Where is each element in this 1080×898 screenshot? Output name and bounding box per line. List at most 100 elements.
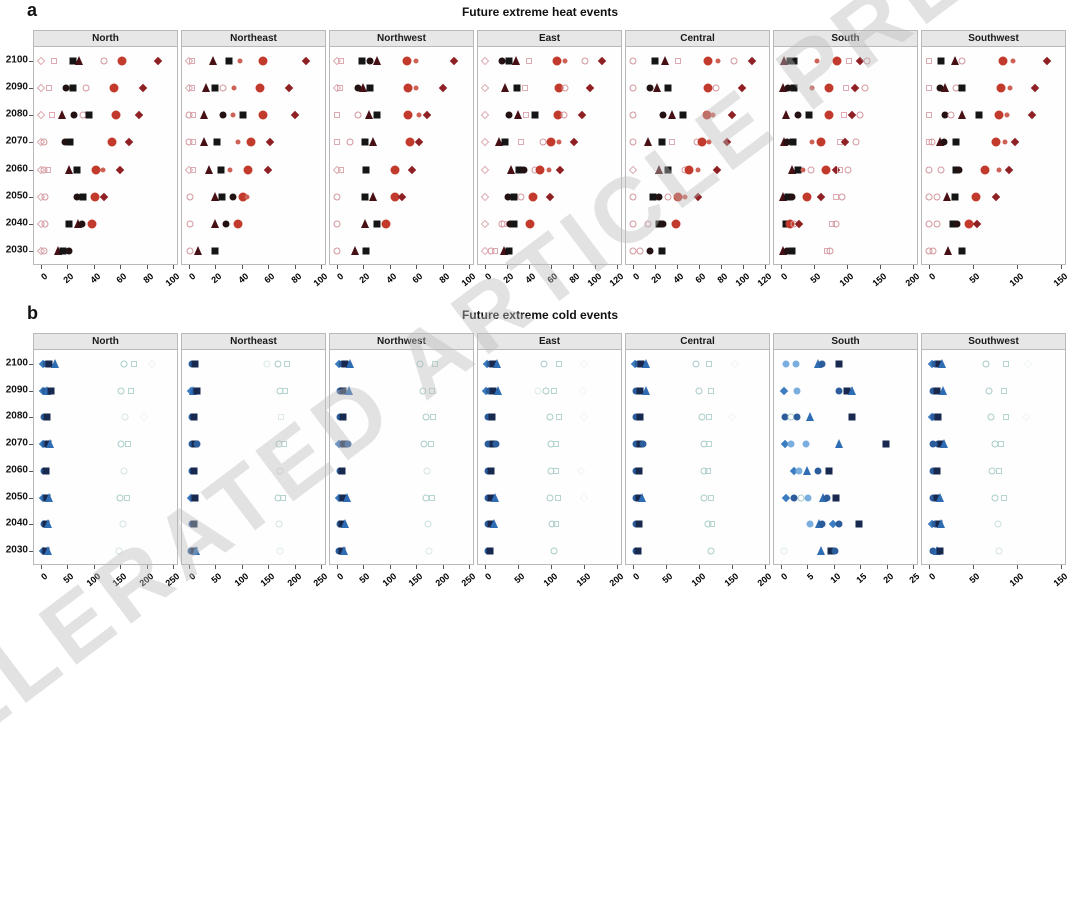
filled-black-circle-marker: [940, 138, 948, 146]
x-tick-mark: [617, 565, 618, 569]
filled-navy-square-marker: [933, 387, 941, 395]
filled-black-square-marker: [513, 84, 521, 92]
open-teal-square-marker: [553, 521, 560, 528]
filled-red-circle-large-marker: [91, 165, 101, 175]
filled-navy-square-marker: [488, 413, 496, 421]
open-teal-square-marker: [705, 441, 712, 448]
filled-navy-square-marker: [637, 360, 645, 368]
x-tick-mark: [677, 265, 678, 269]
open-pink-circle-marker: [933, 193, 941, 201]
y-tick-label: 2080: [5, 410, 28, 422]
x-tick-label: 80: [140, 271, 156, 286]
open-pink-square-marker: [334, 112, 340, 119]
x-tick-mark: [721, 265, 722, 269]
filled-dark-triangle-marker: [211, 191, 220, 201]
filled-red-circle-large-marker: [390, 165, 400, 175]
filled-red-circle-large-marker: [117, 56, 127, 66]
filled-darkred-diamond-marker: [290, 111, 299, 120]
filled-blue-triangle-marker: [489, 519, 498, 529]
filled-darkblue-circle-marker: [632, 413, 640, 421]
facet-header-north: North: [33, 333, 178, 349]
filled-black-square-marker: [805, 111, 813, 119]
y-tick-label: 2030: [5, 544, 28, 556]
open-pink-circle-marker: [185, 111, 193, 119]
filled-red-circle-large-marker: [405, 137, 415, 147]
filled-red-circle-small-marker: [710, 112, 716, 118]
open-teal-circle-marker: [700, 440, 708, 448]
x-tick-label: 0: [927, 271, 938, 282]
filled-darkblue-circle-marker: [931, 520, 939, 528]
panel-a-title: Future extreme heat events: [461, 5, 619, 19]
y-tick-label: 2060: [5, 163, 28, 175]
filled-black-circle-marker: [73, 193, 81, 201]
y-tick-mark: [29, 115, 33, 117]
filled-darkblue-circle-marker: [929, 467, 937, 475]
filled-red-circle-large-marker: [109, 83, 119, 93]
open-teal-circle-marker: [985, 387, 993, 395]
open-pink-circle-marker: [863, 57, 871, 65]
open-pink-diamond-marker: [480, 83, 490, 93]
plot-area-southwest: [921, 46, 1066, 269]
open-pink-circle-marker: [730, 57, 738, 65]
y-tick-mark: [29, 470, 33, 472]
x-tick-label: 120: [755, 271, 774, 289]
panel-b-title: Future extreme cold events: [461, 308, 619, 322]
filled-lightblue-circle-marker: [787, 440, 794, 448]
open-pink-circle-marker: [629, 220, 637, 228]
filled-black-square-marker: [790, 84, 798, 92]
open-pink-diamond-marker: [480, 111, 490, 120]
filled-red-circle-large-marker: [535, 165, 545, 175]
x-tick-mark: [321, 265, 322, 269]
open-teal-circle-marker: [991, 440, 999, 448]
filled-dark-triangle-marker: [75, 56, 84, 66]
open-teal-square-marker: [554, 494, 561, 501]
open-faint-diamond-marker: [576, 466, 585, 476]
x-tick-mark: [120, 565, 122, 569]
open-teal-square-marker: [130, 361, 137, 367]
x-tick-mark: [633, 565, 634, 569]
open-pink-square-marker: [526, 58, 532, 64]
x-tick-mark: [389, 565, 391, 569]
y-tick-label: 2090: [5, 384, 28, 396]
open-teal-circle-marker: [115, 547, 123, 555]
open-teal-square-marker: [707, 387, 714, 394]
open-teal-circle-marker: [420, 440, 428, 448]
x-axis-north: 0 20 40 60 80 100: [33, 265, 181, 299]
open-teal-circle-marker: [987, 413, 995, 421]
open-pink-circle-marker: [186, 220, 194, 228]
filled-black-square-marker: [786, 57, 794, 65]
filled-blue-triangle-marker: [939, 439, 948, 449]
open-teal-circle-marker: [422, 413, 430, 421]
filled-darkred-diamond-marker: [727, 111, 737, 120]
filled-navy-square-marker: [190, 413, 198, 421]
y-tick-mark: [29, 196, 33, 198]
filled-red-circle-large-marker: [381, 219, 391, 229]
filled-navy-square-marker: [825, 467, 833, 475]
filled-black-square-marker: [361, 138, 369, 146]
x-tick-mark: [173, 265, 174, 269]
x-tick-mark: [146, 265, 148, 269]
filled-black-square-marker: [788, 247, 796, 255]
filled-navy-square-marker: [193, 387, 201, 395]
filled-black-square-marker: [937, 57, 945, 65]
open-teal-circle-marker: [994, 520, 1002, 528]
filled-darkblue-circle-marker: [793, 413, 801, 421]
filled-darkred-diamond-marker: [850, 83, 860, 93]
plot-area-central: [625, 349, 770, 569]
facet-header-northeast: Northeast: [181, 30, 326, 46]
y-tick-label: 2070: [5, 437, 28, 449]
filled-red-circle-large-marker: [964, 219, 974, 229]
filled-dark-triangle-marker: [660, 56, 669, 66]
filled-black-square-marker: [217, 166, 225, 174]
x-tick-label: 10: [828, 571, 843, 586]
open-pink-square-marker: [51, 58, 58, 64]
filled-blue-diamond-marker: [779, 386, 788, 395]
x-tick-label: 80: [436, 271, 452, 286]
filled-black-square-marker: [782, 220, 790, 228]
filled-darkred-diamond-marker: [154, 56, 163, 66]
open-teal-circle-marker: [988, 467, 996, 475]
x-tick-label: 200: [433, 571, 452, 589]
x-tick-label: 80: [567, 271, 582, 286]
open-pink-circle-marker: [629, 193, 637, 201]
filled-navy-square-marker: [341, 360, 349, 368]
